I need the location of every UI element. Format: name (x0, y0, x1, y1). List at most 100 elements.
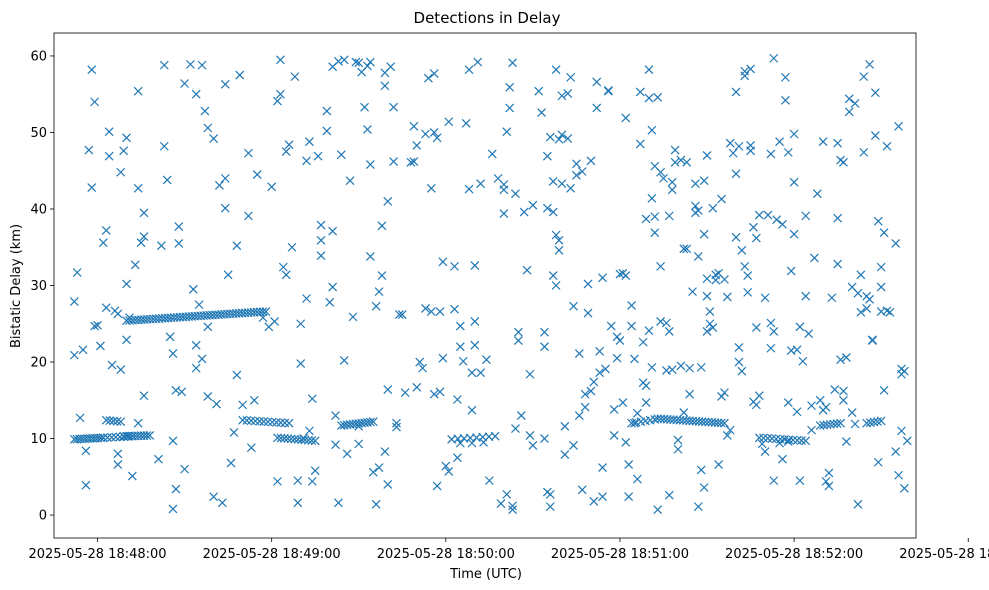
x-tick-label: 2025-05-28 18:48:00 (28, 547, 166, 562)
data-point (209, 134, 219, 144)
data-point (650, 212, 660, 222)
data-point (380, 81, 390, 91)
data-point (702, 291, 712, 301)
data-point (807, 401, 816, 411)
data-point (754, 391, 764, 401)
data-point (435, 387, 445, 397)
data-point (897, 426, 906, 436)
data-point (473, 57, 483, 67)
data-point (400, 388, 410, 398)
data-point (673, 435, 683, 445)
data-point (641, 398, 651, 407)
data-point (348, 312, 358, 322)
data-point (250, 416, 260, 426)
data-point (453, 395, 462, 404)
data-point (839, 386, 848, 396)
y-tick-label: 60 (30, 49, 47, 64)
data-point (119, 146, 129, 156)
data-point (200, 106, 210, 116)
data-point (647, 362, 657, 372)
data-point (551, 281, 561, 290)
data-point (731, 87, 741, 97)
data-point (139, 232, 149, 241)
data-point (693, 502, 703, 512)
data-point (795, 476, 805, 486)
data-point (154, 454, 163, 464)
data-point (470, 340, 480, 350)
data-point (754, 210, 764, 220)
data-point (441, 461, 451, 471)
data-point (203, 392, 213, 401)
data-point (847, 408, 857, 417)
data-point (839, 395, 848, 405)
data-point (821, 476, 831, 486)
data-point (844, 107, 854, 117)
data-point (354, 439, 364, 449)
data-point (505, 82, 515, 92)
data-point (499, 209, 509, 219)
data-point (743, 287, 753, 297)
data-point (693, 206, 703, 215)
data-point (235, 70, 245, 80)
data-point (548, 177, 558, 186)
data-point (693, 251, 703, 261)
data-point (551, 230, 561, 240)
data-point (389, 157, 399, 166)
data-point (421, 129, 430, 139)
data-point (450, 304, 459, 314)
chart-title: Detections in Delay (414, 9, 561, 27)
data-point (583, 308, 593, 318)
data-point (223, 270, 233, 280)
data-point (598, 273, 607, 283)
data-point (615, 336, 625, 346)
data-point (563, 134, 573, 144)
data-point (116, 417, 126, 427)
data-point (302, 156, 311, 166)
data-point (383, 385, 393, 394)
data-point (300, 435, 310, 445)
data-point (302, 294, 311, 303)
data-point (522, 265, 532, 275)
data-point (586, 156, 596, 166)
data-point (751, 400, 761, 410)
data-point (229, 427, 239, 437)
data-point (116, 167, 126, 177)
data-point (412, 141, 422, 150)
data-point (383, 480, 393, 489)
data-point (792, 435, 802, 445)
data-point (435, 307, 445, 316)
data-point (554, 245, 564, 255)
data-point (444, 117, 454, 127)
data-point (238, 415, 248, 425)
data-point (589, 496, 599, 506)
data-point (720, 388, 729, 398)
data-point (139, 391, 149, 401)
data-point (690, 201, 700, 211)
data-point (98, 238, 108, 248)
data-point (281, 147, 291, 157)
data-point (554, 134, 564, 144)
data-point (598, 463, 607, 473)
data-point (188, 284, 198, 294)
data-point (673, 444, 683, 454)
data-point (316, 220, 326, 230)
data-point (392, 418, 401, 428)
data-point (869, 417, 879, 427)
data-point (461, 118, 471, 128)
data-point (775, 137, 785, 147)
data-point (267, 417, 277, 427)
data-point (627, 300, 636, 310)
data-point (87, 183, 97, 192)
data-point (270, 317, 280, 326)
data-point (592, 77, 602, 87)
data-point (453, 453, 462, 463)
data-point (551, 65, 561, 75)
data-point (749, 222, 758, 232)
data-point (702, 326, 712, 336)
data-point (476, 179, 486, 189)
data-point (467, 405, 477, 415)
data-point (566, 72, 576, 82)
data-point (194, 300, 204, 310)
data-point (734, 357, 744, 367)
data-point (789, 229, 799, 239)
